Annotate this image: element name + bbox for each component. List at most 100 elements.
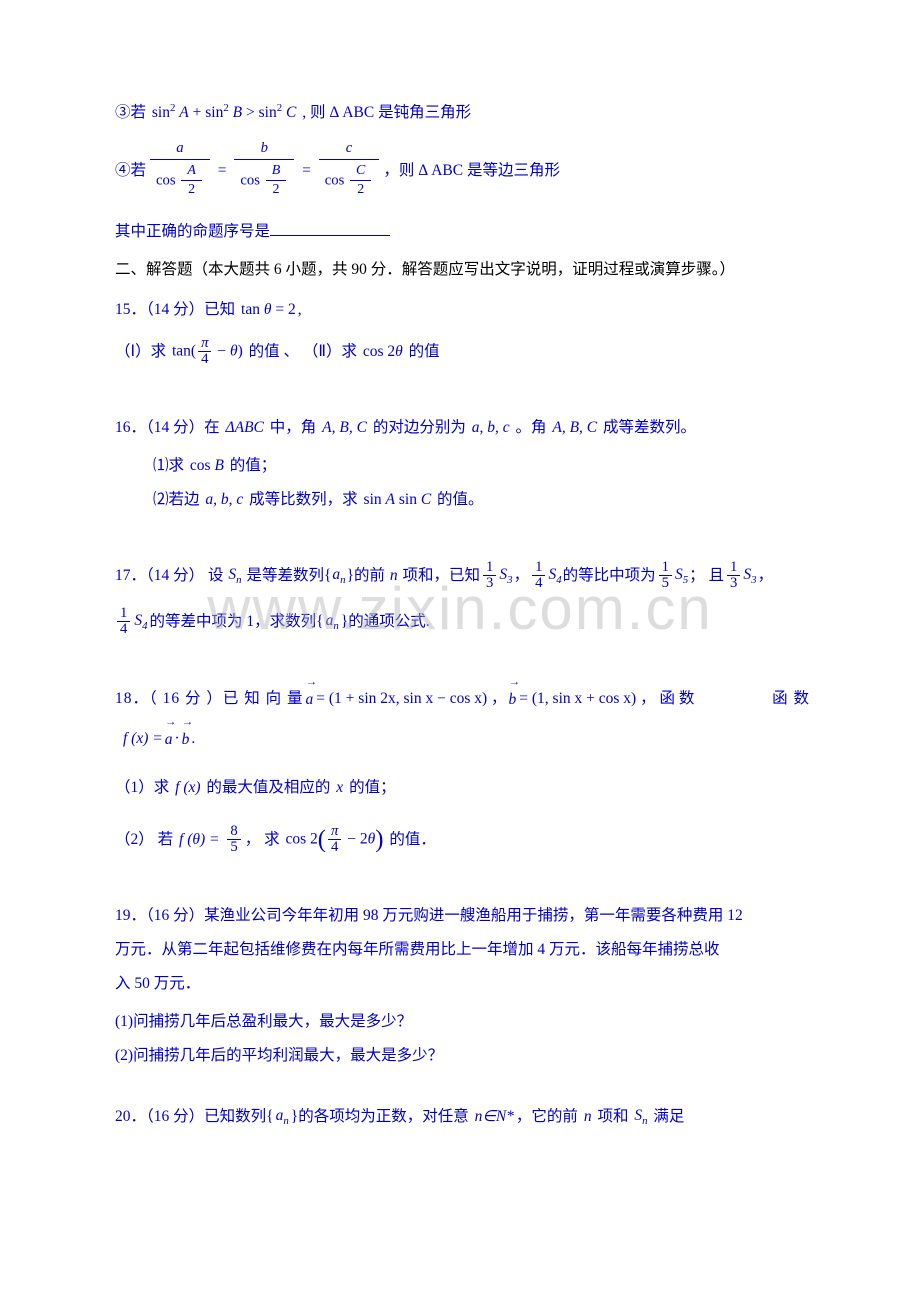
q18-fx: f (x) = <box>123 727 163 751</box>
q16-s2mid: 成等比数列，求 <box>249 488 358 512</box>
q17-an: an <box>332 563 345 589</box>
q17-l1b: 是等差数列{ <box>246 564 331 588</box>
q17-S5: S5 <box>675 563 688 589</box>
q20-l1d: 项和 <box>597 1105 628 1129</box>
q16-sub1: ⑴求 cos B 的值； <box>115 454 810 478</box>
q17-semi: ； 且 <box>689 564 724 588</box>
q18-a-eq: = (1 + sin 2x, sin x − cos x) ， <box>316 687 506 711</box>
q16-sub2: ⑵若边 a, b, c 成等比数列，求 sin A sin C 的值。 <box>115 488 810 512</box>
q16-s1post: 的值； <box>230 454 277 478</box>
stmt4-fraction-b: bcos B2 <box>232 139 296 202</box>
q18-s1pre: （1）求 <box>115 776 169 800</box>
q15-p2-expr: cos 2θ <box>359 340 407 364</box>
q15-p1-post: 的值 、 （Ⅱ）求 <box>249 340 357 364</box>
q19-l3: 入 50 万元． <box>115 972 810 996</box>
q20-nN: n∈N* <box>471 1105 514 1129</box>
q20-l1c: ，它的前 <box>516 1105 578 1129</box>
q16-tri: ΔABC <box>222 416 268 440</box>
q18-line2: f (x) = a · b . <box>115 726 810 752</box>
q18-s2cos: cos 2(π4 − 2θ) <box>282 824 388 856</box>
q18-b-eq: = (1, sin x + cos x) ， 函 数 <box>519 687 694 711</box>
q19-s2: (2)问捕捞几年后的平均利润最大，最大是多少？ <box>115 1044 810 1068</box>
q17-l1d: 项和，已知 <box>403 564 481 588</box>
q19-l1: 19．（16 分）某渔业公司今年年初用 98 万元购进一艘渔船用于捕捞，第一年需… <box>115 904 810 928</box>
q18-s1mid: 的最大值及相应的 <box>206 776 330 800</box>
q16-angles2: A, B, C <box>548 416 601 440</box>
q18-s2-frac: 85 <box>227 824 240 856</box>
q17-frac2: 14 <box>532 560 545 592</box>
q18-func-word: 函 数 <box>772 687 810 711</box>
q20-line1: 20．（16 分）已知数列{an}的各项均为正数，对任意 n∈N* ，它的前 n… <box>115 1104 810 1130</box>
q18-vec-a2: a <box>165 726 173 752</box>
q15-head: 15．（14 分）已知 tan θ = 2 , <box>115 298 810 322</box>
section-2-title: 二、解答题（本大题共 6 小题，共 90 分．解答题应写出文字说明，证明过程或演… <box>115 258 810 282</box>
q17-line2: 14S4 的等差中项为 1，求数列{an}的通项公式. <box>115 606 810 638</box>
stmt3-expr: sin2 A + sin2 B > sin2 C <box>148 100 300 125</box>
q18-s1x: x <box>332 776 347 800</box>
q18-dot: · <box>174 727 179 751</box>
q17-frac3: 15 <box>659 560 672 592</box>
stmt4-prefix: ④若 <box>115 159 146 183</box>
q16-prefix: 16．（14 分）在 <box>115 416 220 440</box>
q18-s2post: 的值． <box>389 828 436 852</box>
q17-n: n <box>386 564 402 588</box>
q17-l1e: 的等比中项为 <box>563 564 656 588</box>
correct-label: 其中正确的命题序号是 <box>115 223 270 240</box>
q16-angles: A, B, C <box>318 416 371 440</box>
stmt3-prefix: ③若 <box>115 101 146 125</box>
q18-sub2: （2） 若 f (θ) = 85 ， 求 cos 2(π4 − 2θ) 的值． <box>115 824 810 856</box>
q17-S3: S3 <box>499 563 512 589</box>
q17-Sn: Sn <box>225 563 246 589</box>
q18-s2f: f (θ) = <box>175 828 223 852</box>
q16-s2: ⑵若边 <box>153 488 200 512</box>
q18-vec-a: a <box>306 686 315 712</box>
stmt4-suffix: ，则 Δ ABC 是等边三角形 <box>383 159 560 183</box>
q17-frac1: 13 <box>483 560 496 592</box>
q15-comma: , <box>298 298 302 322</box>
q19-s1: (1)问捕捞几年后总盈利最大，最大是多少？ <box>115 1010 810 1034</box>
q19-l2: 万元．从第二年起包括维修费在内每年所需费用比上一年增加 4 万元．该船每年捕捞总… <box>115 938 810 962</box>
q17-frac2b: 14 <box>117 606 130 638</box>
q15-prefix: 15．（14 分）已知 <box>115 298 235 322</box>
stmt4-fraction-c: ccos C2 <box>317 139 382 202</box>
q16-s1expr: cos B <box>186 454 228 478</box>
q17-S3b: S3 <box>743 563 756 589</box>
q15-p1-pre: （Ⅰ）求 <box>115 340 166 364</box>
q17-comma1: ， <box>514 564 530 588</box>
q15-p2-post: 的值 <box>409 340 440 364</box>
q20-an: an <box>276 1104 289 1130</box>
q17-l2a: 的等差中项为 1，求数列{ <box>150 610 324 634</box>
q16-sides: a, b, c <box>468 416 514 440</box>
q18-sub1: （1）求 f (x) 的最大值及相应的 x 的值； <box>115 776 810 800</box>
statement-3: ③若 sin2 A + sin2 B > sin2 C , 则 Δ ABC 是钝… <box>115 100 810 125</box>
q16-mid2: 的对边分别为 <box>373 416 466 440</box>
q18-line1: 18．（ 16 分 ）已 知 向 量 a = (1 + sin 2x, sin … <box>115 686 810 712</box>
q16-s2expr: sin A sin C <box>360 488 435 512</box>
stmt4-fraction-a: acos A2 <box>148 139 212 202</box>
q17-comma2: ， <box>758 564 774 588</box>
q16-mid3: 。角 <box>515 416 546 440</box>
statement-4: ④若 acos A2 = bcos B2 = ccos C2 ，则 Δ ABC … <box>115 139 810 202</box>
q17-prefix: 17．（14 分） 设 <box>115 564 224 588</box>
stmt3-suffix: , 则 Δ ABC 是钝角三角形 <box>302 101 471 125</box>
fill-blank <box>270 220 390 236</box>
q18-s1fx: f (x) <box>171 776 204 800</box>
q16-s1: ⑴求 <box>153 454 184 478</box>
q15-parts: （Ⅰ）求 tan(π4 − θ) 的值 、 （Ⅱ）求 cos 2θ 的值 <box>115 336 810 368</box>
q18-s2pre: （2） 若 <box>115 828 173 852</box>
q16-mid1: 中，角 <box>270 416 317 440</box>
q18-head: 18．（ 16 分 ）已 知 向 量 <box>115 687 304 711</box>
q20-n: n <box>580 1105 596 1129</box>
q17-frac1b: 13 <box>727 560 740 592</box>
q18-vec-b2: b <box>182 726 190 752</box>
q20-Sn: Sn <box>630 1104 651 1130</box>
q20-l1a: 20．（16 分）已知数列{ <box>115 1105 274 1129</box>
q17-S4: S4 <box>548 563 561 589</box>
equals-2: = <box>298 159 315 183</box>
q16-tail: 成等差数列。 <box>603 416 696 440</box>
q17-l1c: }的前 <box>347 564 385 588</box>
correct-seq-line: 其中正确的命题序号是 <box>115 220 810 244</box>
q20-l1e: 满足 <box>653 1105 684 1129</box>
q18-s1post: 的值； <box>349 776 396 800</box>
q17-an2: an <box>326 609 339 635</box>
